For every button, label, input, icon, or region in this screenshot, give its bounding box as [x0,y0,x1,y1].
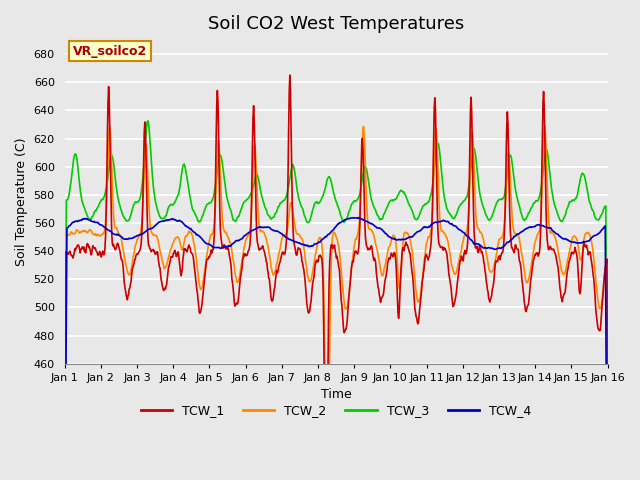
X-axis label: Time: Time [321,388,351,401]
Legend: TCW_1, TCW_2, TCW_3, TCW_4: TCW_1, TCW_2, TCW_3, TCW_4 [136,399,536,422]
Y-axis label: Soil Temperature (C): Soil Temperature (C) [15,138,28,266]
Title: Soil CO2 West Temperatures: Soil CO2 West Temperatures [208,15,464,33]
Text: VR_soilco2: VR_soilco2 [73,45,147,58]
